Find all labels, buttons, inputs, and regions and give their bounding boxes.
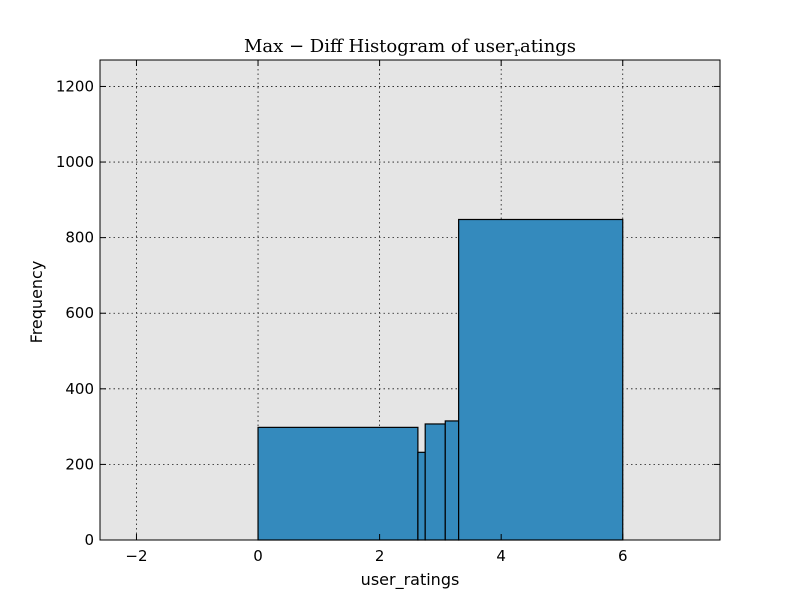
x-tick-label: −2 xyxy=(125,547,147,565)
x-tick-label: 6 xyxy=(618,547,628,565)
y-tick-label: 400 xyxy=(65,380,94,398)
chart-title-subscript: r xyxy=(514,45,520,59)
chart-title: Max − Diff Histogram of userratings xyxy=(244,36,576,59)
y-tick-label: 1000 xyxy=(56,153,94,171)
histogram-bar xyxy=(458,218,624,541)
y-tick-label: 800 xyxy=(65,229,94,247)
y-tick-label: 200 xyxy=(65,455,94,473)
y-tick-label: 600 xyxy=(65,304,94,322)
histogram-bars xyxy=(257,218,624,541)
histogram-bar xyxy=(424,423,446,541)
chart-title-rest: atings xyxy=(520,36,576,57)
y-tick-label: 1200 xyxy=(56,77,94,95)
histogram-bar xyxy=(257,426,419,541)
histogram-bar xyxy=(417,451,426,541)
chart-title-main: Max − Diff Histogram of user xyxy=(244,36,515,57)
x-axis-label: user_ratings xyxy=(361,570,460,590)
y-axis-ticks: 0 200 400 600 800 1000 1200 xyxy=(56,77,720,549)
x-tick-label: 4 xyxy=(496,547,506,565)
plot-frame xyxy=(99,59,721,541)
x-tick-label: 2 xyxy=(375,547,385,565)
y-tick-label: 0 xyxy=(84,531,94,549)
histogram-bar xyxy=(444,420,460,541)
x-axis-ticks: −2 0 2 4 6 xyxy=(125,60,628,565)
y-axis-label: Frequency xyxy=(27,261,46,344)
x-tick-label: 0 xyxy=(253,547,263,565)
